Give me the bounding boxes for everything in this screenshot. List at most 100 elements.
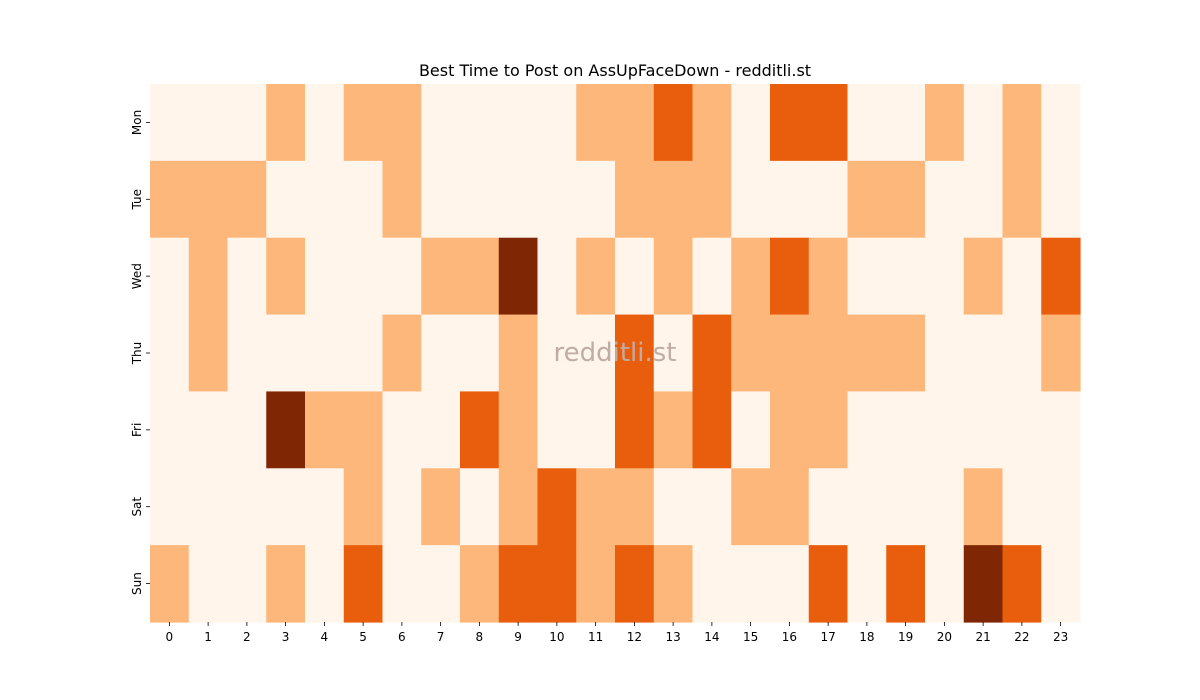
heatmap-cell-Tue-8 — [460, 160, 500, 239]
heatmap-cell-Tue-14 — [692, 160, 732, 239]
heatmap-cell-Thu-17 — [808, 314, 849, 393]
heatmap-cell-Fri-23 — [1041, 391, 1081, 469]
heatmap-cell-Mon-15 — [731, 84, 771, 162]
heatmap-cell-Fri-14 — [692, 391, 732, 469]
heatmap-cell-Fri-10 — [537, 391, 577, 469]
heatmap-cell-Wed-15 — [731, 237, 771, 316]
heatmap-cell-Sat-4 — [305, 468, 345, 546]
y-tick-label: Tue — [130, 189, 144, 211]
heatmap-cell-Sat-0 — [150, 468, 190, 546]
heatmap-cell-Tue-4 — [305, 160, 345, 239]
heatmap-cell-Sun-21 — [963, 545, 1004, 623]
heatmap-cell-Fri-20 — [925, 391, 965, 469]
heatmap-cell-Mon-6 — [382, 84, 422, 162]
heatmap-cell-Sun-0 — [150, 545, 190, 623]
x-tick-label: 23 — [1053, 630, 1068, 644]
heatmap-cell-Sat-10 — [537, 468, 577, 546]
heatmap-cell-Thu-3 — [266, 314, 306, 393]
y-tick-label: Sun — [130, 572, 144, 595]
x-axis: 0 1 2 3 4 5 6 7 8 9 10 11 12 13 14 15 16 17 18 19 20 21 22 23 — [166, 622, 1068, 644]
heatmap-cell-Wed-3 — [266, 237, 306, 316]
heatmap-cell-Tue-6 — [382, 160, 422, 239]
heatmap-cell-Tue-12 — [615, 160, 655, 239]
heatmap-cell-Mon-4 — [305, 84, 345, 162]
heatmap-cell-Mon-11 — [576, 84, 616, 162]
x-tick-label: 5 — [359, 630, 367, 644]
heatmap-cell-Tue-0 — [150, 160, 190, 239]
y-tick-label: Mon — [130, 110, 144, 135]
watermark: redditli.st — [554, 338, 677, 368]
heatmap-cell-Sun-8 — [460, 545, 500, 623]
heatmap-cell-Sat-5 — [343, 468, 384, 546]
y-axis: Mon Tue Wed Thu Fri Sat Sun — [130, 110, 150, 595]
heatmap-cell-Sun-18 — [847, 545, 887, 623]
heatmap-cell-Sat-21 — [963, 468, 1004, 546]
heatmap-cell-Sun-10 — [537, 545, 577, 623]
heatmap-cell-Wed-22 — [1002, 237, 1042, 316]
heatmap-cell-Wed-11 — [576, 237, 616, 316]
heatmap-cell-Sun-4 — [305, 545, 345, 623]
x-tick-label: 7 — [437, 630, 445, 644]
heatmap-cell-Fri-6 — [382, 391, 422, 469]
heatmap-cell-Mon-18 — [847, 84, 887, 162]
heatmap-cell-Wed-2 — [227, 237, 267, 316]
x-tick-label: 13 — [665, 630, 680, 644]
x-tick-label: 19 — [898, 630, 913, 644]
heatmap-cell-Mon-17 — [808, 84, 849, 162]
heatmap-cell-Thu-13 — [653, 314, 694, 393]
x-tick-label: 10 — [549, 630, 564, 644]
heatmap-cell-Sat-20 — [925, 468, 965, 546]
x-tick-label: 16 — [782, 630, 797, 644]
heatmap-cell-Fri-4 — [305, 391, 345, 469]
heatmap-cell-Mon-5 — [343, 84, 384, 162]
x-tick-label: 17 — [820, 630, 835, 644]
heatmap-cell-Sat-8 — [460, 468, 500, 546]
heatmap-cell-Wed-21 — [963, 237, 1004, 316]
x-tick-label: 6 — [398, 630, 406, 644]
x-tick-label: 21 — [975, 630, 990, 644]
x-tick-label: 2 — [243, 630, 251, 644]
heatmap-cell-Wed-18 — [847, 237, 887, 316]
heatmap-cell-Fri-22 — [1002, 391, 1042, 469]
heatmap-cell-Sat-15 — [731, 468, 771, 546]
x-tick-label: 9 — [514, 630, 522, 644]
heatmap-cell-Mon-3 — [266, 84, 306, 162]
heatmap-cell-Wed-5 — [343, 237, 384, 316]
x-tick-label: 15 — [743, 630, 758, 644]
heatmap-cell-Thu-6 — [382, 314, 422, 393]
heatmap-cell-Wed-19 — [886, 237, 926, 316]
heatmap-cell-Mon-1 — [188, 84, 229, 162]
x-tick-label: 20 — [937, 630, 952, 644]
heatmap-cell-Thu-1 — [188, 314, 229, 393]
x-tick-label: 4 — [321, 630, 329, 644]
heatmap-cell-Sat-6 — [382, 468, 422, 546]
heatmap-cell-Mon-16 — [770, 84, 810, 162]
heatmap-cell-Wed-23 — [1041, 237, 1081, 316]
heatmap-cell-Fri-0 — [150, 391, 190, 469]
heatmap-cell-Sat-13 — [653, 468, 694, 546]
heatmap-cell-Tue-15 — [731, 160, 771, 239]
heatmap-cell-Mon-12 — [615, 84, 655, 162]
heatmap-cell-Thu-9 — [498, 314, 539, 393]
heatmap-cell-Mon-21 — [963, 84, 1004, 162]
heatmap-cell-Sun-7 — [421, 545, 461, 623]
heatmap-cell-Mon-9 — [498, 84, 539, 162]
heatmap-cell-Thu-19 — [886, 314, 926, 393]
heatmap-cell-Tue-17 — [808, 160, 849, 239]
heatmap-cell-Sat-3 — [266, 468, 306, 546]
heatmap-cell-Sun-23 — [1041, 545, 1081, 623]
heatmap-cell-Thu-7 — [421, 314, 461, 393]
heatmap-cell-Thu-22 — [1002, 314, 1042, 393]
heatmap-cell-Mon-8 — [460, 84, 500, 162]
heatmap-cell-Tue-3 — [266, 160, 306, 239]
heatmap-cell-Sun-16 — [770, 545, 810, 623]
heatmap-cell-Sat-12 — [615, 468, 655, 546]
heatmap-cell-Sat-17 — [808, 468, 849, 546]
heatmap-cell-Sun-12 — [615, 545, 655, 623]
y-tick-label: Sat — [130, 497, 144, 517]
y-tick-label: Wed — [130, 263, 144, 289]
heatmap-cell-Mon-22 — [1002, 84, 1042, 162]
heatmap-cell-Sun-19 — [886, 545, 926, 623]
heatmap-cell-Tue-9 — [498, 160, 539, 239]
heatmap-cell-Sun-3 — [266, 545, 306, 623]
